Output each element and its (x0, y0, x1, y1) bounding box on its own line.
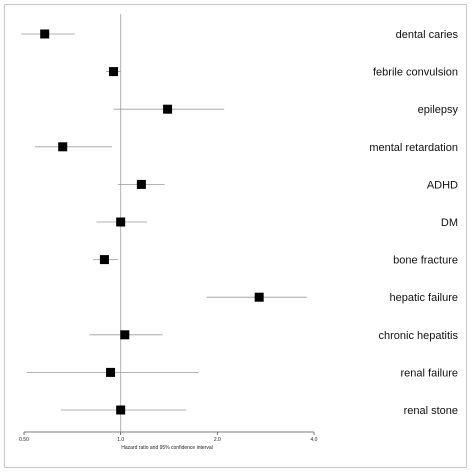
row-label: DM (441, 217, 458, 229)
hr-marker (58, 142, 68, 152)
forest-row: epilepsy (113, 104, 459, 116)
row-label: chronic hepatitis (379, 330, 459, 342)
row-label: dental caries (396, 29, 459, 41)
forest-row: mental retardation (34, 142, 458, 154)
x-axis-title: Hazard ratio and 95% confidence interval (121, 445, 212, 451)
row-label: renal failure (401, 367, 458, 379)
forest-row: hepatic failure (206, 292, 458, 304)
hr-marker (163, 104, 173, 114)
x-tick-label: 1.0 (117, 437, 124, 443)
hr-marker (116, 217, 126, 227)
rows-layer: dental caries febrile convulsion epilepsy m… (21, 29, 458, 417)
forest-row: DM (96, 217, 458, 229)
hr-marker (136, 179, 146, 189)
forest-row: renal stone (60, 405, 458, 417)
forest-row: ADHD (117, 179, 458, 191)
hr-marker (99, 255, 109, 265)
forest-row: febrile convulsion (105, 67, 458, 79)
row-label: ADHD (427, 179, 458, 191)
row-label: febrile convulsion (373, 67, 458, 79)
x-axis: 0.50 1.0 2.0 4.0 (19, 431, 318, 443)
row-label: hepatic failure (390, 292, 459, 304)
x-tick-label: 0.50 (19, 437, 29, 443)
forest-row: chronic hepatitis (89, 330, 459, 342)
chart-frame (4, 4, 467, 468)
hr-marker (254, 292, 264, 302)
row-label: mental retardation (369, 142, 458, 154)
forest-row: renal failure (26, 367, 458, 379)
x-tick-label: 2.0 (214, 437, 221, 443)
forest-row: bone fracture (92, 255, 458, 267)
hr-marker (116, 405, 126, 415)
row-label: bone fracture (393, 255, 458, 267)
hr-marker (40, 29, 50, 39)
x-tick-label: 4.0 (311, 437, 318, 443)
hr-marker (106, 367, 116, 377)
hr-marker (120, 330, 130, 340)
row-label: epilepsy (418, 104, 459, 116)
row-label: renal stone (404, 405, 458, 417)
forest-row: dental caries (21, 29, 458, 41)
hr-marker (109, 67, 119, 77)
